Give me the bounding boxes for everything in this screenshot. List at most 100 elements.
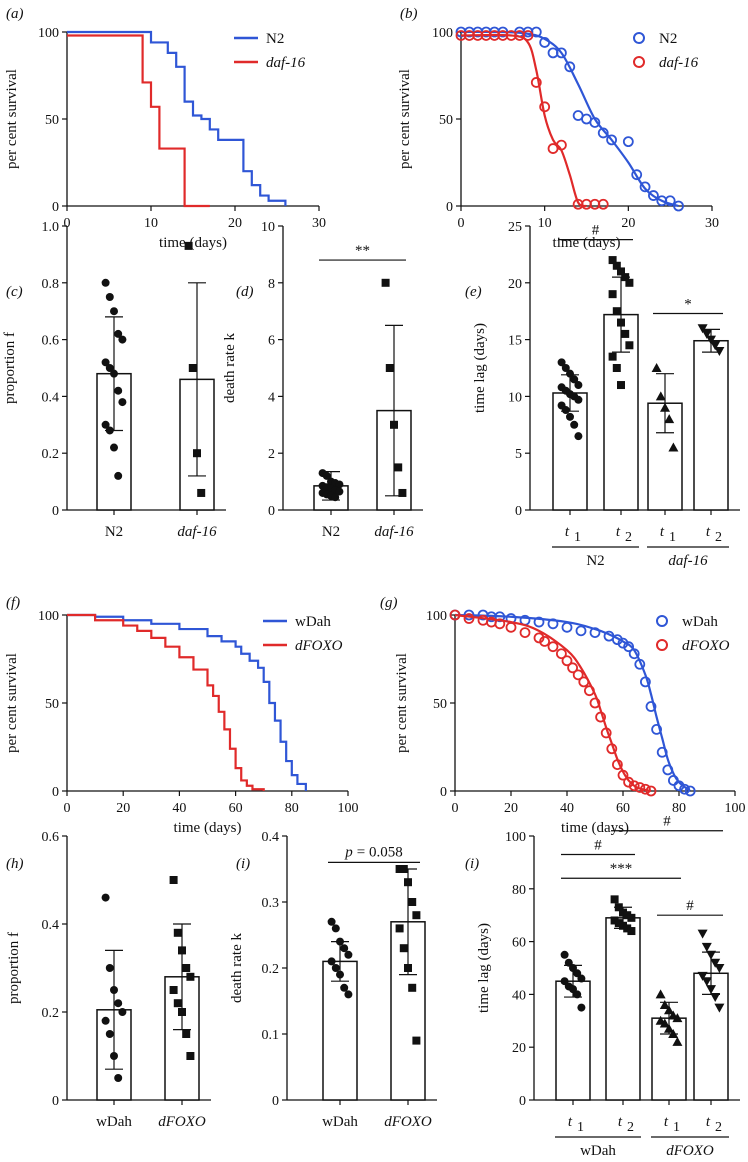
- y-tick-label: 0: [52, 1094, 59, 1109]
- panel-label: (a): [6, 6, 24, 22]
- fit-curve-daf-16: [460, 33, 587, 208]
- data-point: [668, 442, 679, 452]
- data-point-n2: [606, 134, 617, 146]
- data-point: [178, 1008, 186, 1016]
- data-point-wdah: [651, 724, 662, 735]
- x-tick-label: 40: [560, 801, 574, 816]
- y-tick-label: 0: [52, 785, 59, 800]
- data-point: [105, 1030, 114, 1038]
- y-tick-label: 10: [508, 390, 522, 405]
- bar: [693, 339, 729, 511]
- y-axis-title: time lag (days): [476, 923, 492, 1013]
- data-point: [614, 919, 623, 928]
- data-point: [570, 375, 579, 384]
- data-point: [651, 363, 662, 372]
- x-tick-label: 30: [312, 216, 326, 231]
- y-tick-label: 0: [440, 785, 447, 800]
- x-tick-label: t: [565, 524, 570, 540]
- x-tick-label: 20: [116, 801, 130, 816]
- y-axis-title: per cent survival: [4, 69, 20, 169]
- data-point-dfoxo: [584, 685, 595, 697]
- survival-curve-dfoxo: [67, 613, 265, 791]
- data-point-dfoxo: [494, 618, 506, 630]
- significance-label: #: [686, 898, 694, 914]
- data-point: [623, 911, 632, 920]
- x-tick-label: 20: [228, 216, 242, 231]
- data-point: [385, 364, 394, 372]
- y-axis-title: per cent survival: [4, 653, 20, 753]
- data-point-daf-16: [522, 30, 534, 41]
- data-point-n2: [564, 61, 576, 73]
- x-tick-subscript: 1: [673, 1120, 680, 1135]
- data-point: [655, 391, 666, 401]
- data-point-wdah: [645, 701, 657, 712]
- data-point: [574, 381, 583, 390]
- data-point: [344, 950, 353, 959]
- data-point-n2: [589, 117, 601, 128]
- data-point: [566, 412, 574, 421]
- data-point: [395, 865, 404, 873]
- x-tick-label: t: [616, 524, 621, 540]
- x-tick-label: t: [660, 524, 665, 540]
- panel-label: (i): [465, 856, 479, 872]
- x-axis-title: time (days): [553, 235, 621, 251]
- data-point: [619, 908, 627, 917]
- data-point: [714, 964, 725, 973]
- legend-label: daf-16: [659, 55, 699, 71]
- x-tick-label: 10: [538, 216, 552, 231]
- y-tick-label: 1.0: [42, 220, 60, 235]
- x-tick-subscript: 1: [577, 1120, 584, 1135]
- legend-label: wDah: [295, 614, 331, 630]
- data-point: [114, 386, 123, 395]
- data-point: [322, 471, 331, 480]
- data-point: [408, 898, 417, 906]
- y-axis-title: death rate k: [229, 933, 245, 1003]
- data-point: [169, 986, 178, 994]
- y-tick-label: 15: [508, 334, 522, 349]
- data-point: [619, 921, 627, 930]
- data-point: [621, 273, 630, 282]
- y-tick-label: 0.6: [42, 334, 60, 349]
- fit-curve-dfoxo: [454, 613, 652, 793]
- data-point-dfoxo: [572, 669, 584, 681]
- y-tick-label: 5: [515, 447, 522, 462]
- data-point: [327, 957, 336, 966]
- y-tick-label: 0.8: [42, 277, 60, 292]
- data-point-n2: [648, 190, 659, 201]
- data-point: [336, 970, 344, 979]
- y-tick-label: 0: [272, 1094, 279, 1109]
- data-point-dfoxo: [578, 676, 590, 688]
- data-point: [627, 927, 636, 936]
- data-point: [184, 241, 193, 250]
- panel-label: (c): [6, 284, 23, 300]
- data-point: [169, 876, 178, 884]
- bar: [322, 960, 358, 1101]
- data-point: [610, 916, 619, 925]
- x-tick-label: 80: [285, 801, 299, 816]
- data-point: [557, 358, 566, 367]
- panel-label: (i): [236, 856, 250, 872]
- data-point-dfoxo: [612, 759, 623, 770]
- data-point-n2: [631, 169, 643, 181]
- data-point: [173, 928, 182, 937]
- data-point: [706, 950, 716, 960]
- x-tick-label: 60: [616, 801, 630, 816]
- x-tick-label: 40: [172, 801, 186, 816]
- panel-label: (e): [465, 284, 482, 300]
- data-point: [182, 1030, 191, 1038]
- data-point-dfoxo: [600, 727, 612, 739]
- data-point-daf-16: [597, 198, 609, 210]
- data-point-wdah: [634, 658, 646, 670]
- data-point: [381, 278, 390, 287]
- x-tick-label: 0: [64, 801, 71, 816]
- data-point: [701, 942, 712, 952]
- data-point: [672, 1013, 683, 1023]
- bar: [651, 1017, 687, 1101]
- x-tick-label: dFOXO: [158, 1114, 206, 1130]
- data-point: [336, 937, 344, 946]
- y-tick-label: 0.2: [42, 1006, 60, 1021]
- x-tick-label: daf-16: [177, 524, 217, 540]
- y-tick-label: 20: [508, 277, 522, 292]
- data-point: [610, 895, 619, 904]
- data-point: [706, 335, 716, 345]
